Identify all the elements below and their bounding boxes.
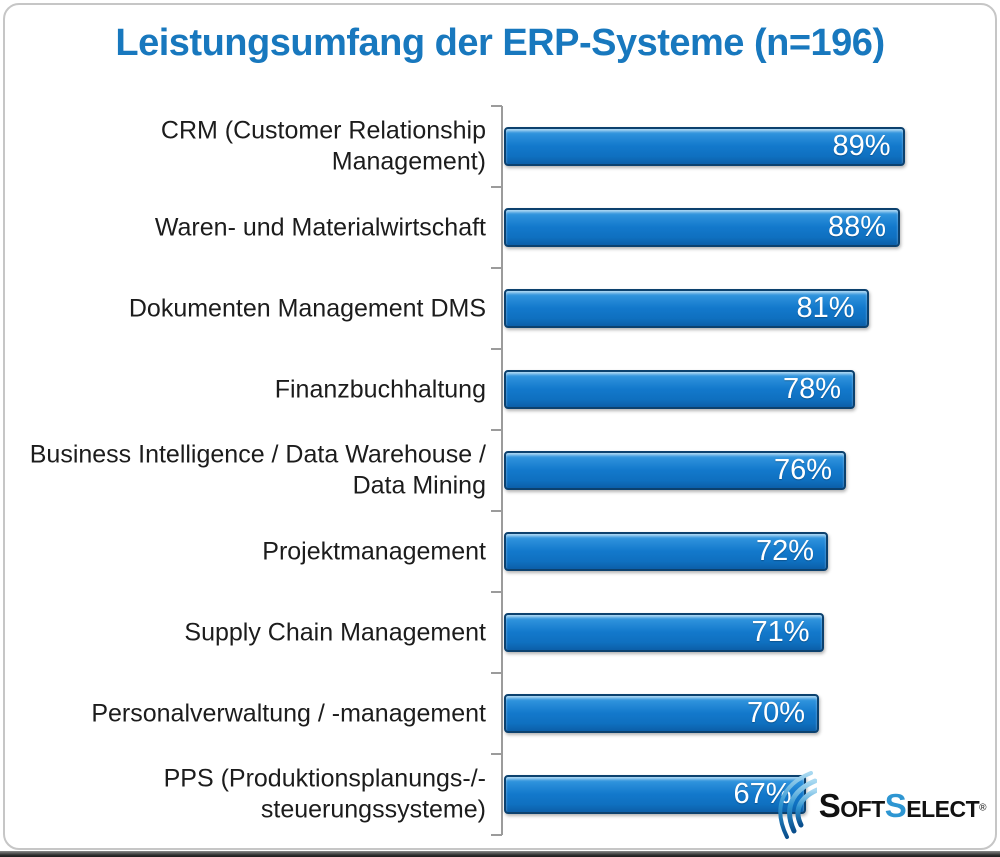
axis-tick (491, 348, 502, 350)
value-label: 78% (782, 373, 841, 405)
category-label: Waren- und Materialwirtschaft (154, 212, 486, 241)
bar: 88% (504, 208, 900, 247)
table-row: Business Intelligence / Data Warehouse /… (0, 430, 1000, 511)
axis-tick (491, 753, 502, 755)
bar: 78% (504, 370, 855, 409)
value-label: 81% (796, 292, 855, 324)
category-label: Business Intelligence / Data Warehouse /… (29, 440, 486, 500)
logo-letter: S (818, 787, 841, 824)
table-row: Waren- und Materialwirtschaft 88% (0, 187, 1000, 268)
category-label: Projektmanagement (262, 536, 486, 565)
registered-mark: ® (979, 802, 986, 814)
value-label: 76% (773, 454, 832, 486)
category-label: PPS (Produktionsplanungs-/- steuerungssys… (163, 764, 486, 824)
table-row: Finanzbuchhaltung 78% (0, 349, 1000, 430)
axis-tick (491, 105, 502, 107)
plot-area: CRM (Customer Relationship Management) 89%… (0, 105, 1000, 836)
axis-tick (491, 672, 502, 674)
category-label: Supply Chain Management (184, 617, 486, 646)
axis-tick (491, 834, 502, 836)
logo-letters: ELECT (906, 796, 980, 822)
logo-wordmark: SOFTSELECT® (818, 787, 987, 825)
bar: 67% (504, 775, 806, 814)
axis-tick (491, 429, 502, 431)
logo-letter-blue: S (884, 787, 907, 824)
bar: 89% (504, 127, 905, 166)
category-label: Finanzbuchhaltung (274, 374, 486, 403)
table-row: PPS (Produktionsplanungs-/- steuerungssys… (0, 754, 1000, 835)
y-axis-line (501, 106, 503, 835)
table-row: CRM (Customer Relationship Management) 89% (0, 106, 1000, 187)
table-row: Supply Chain Management 71% (0, 592, 1000, 673)
bar: 71% (504, 613, 824, 652)
value-label: 89% (832, 130, 891, 162)
axis-tick (491, 186, 502, 188)
value-label: 88% (827, 211, 886, 243)
table-row: Personalverwaltung / -management 70% (0, 673, 1000, 754)
softselect-logo: SOFTSELECT® (771, 771, 986, 841)
table-row: Projektmanagement 72% (0, 511, 1000, 592)
bar: 81% (504, 289, 869, 328)
logo-swoosh-icon (778, 771, 817, 839)
axis-tick (491, 510, 502, 512)
bar: 70% (504, 694, 819, 733)
category-label: Dokumenten Management DMS (128, 293, 486, 322)
table-row: Dokumenten Management DMS 81% (0, 268, 1000, 349)
value-label: 71% (751, 616, 810, 648)
axis-tick (491, 267, 502, 269)
category-label: Personalverwaltung / -management (91, 698, 486, 727)
axis-tick (491, 591, 502, 593)
value-label: 70% (746, 697, 805, 729)
bottom-shadow (0, 851, 1000, 857)
category-label: CRM (Customer Relationship Management) (160, 116, 486, 176)
logo-letters: OFT (840, 796, 885, 822)
bar: 76% (504, 451, 846, 490)
chart-title: Leistungsumfang der ERP-Systeme (n=196) (115, 22, 885, 64)
value-label: 72% (755, 535, 814, 567)
bar: 72% (504, 532, 828, 571)
